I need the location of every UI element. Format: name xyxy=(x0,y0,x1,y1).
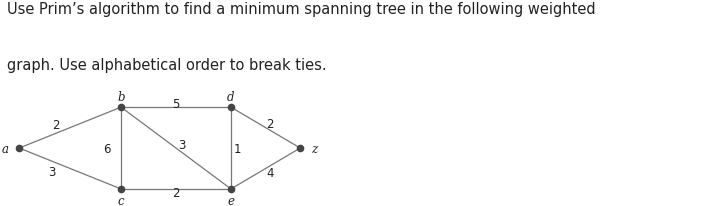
Text: 3: 3 xyxy=(48,165,55,178)
Text: z: z xyxy=(311,142,317,155)
Text: 2: 2 xyxy=(266,117,273,130)
Text: e: e xyxy=(227,194,234,206)
Text: c: c xyxy=(118,194,124,206)
Text: 5: 5 xyxy=(172,97,180,110)
Text: b: b xyxy=(117,90,125,103)
Text: graph. Use alphabetical order to break ties.: graph. Use alphabetical order to break t… xyxy=(7,58,326,73)
Text: d: d xyxy=(227,90,234,103)
Text: a: a xyxy=(1,142,8,155)
Text: 2: 2 xyxy=(172,186,180,199)
Text: 3: 3 xyxy=(178,139,186,152)
Text: 1: 1 xyxy=(233,142,241,155)
Text: Use Prim’s algorithm to find a minimum spanning tree in the following weighted: Use Prim’s algorithm to find a minimum s… xyxy=(7,2,595,17)
Text: 2: 2 xyxy=(52,118,60,131)
Text: 6: 6 xyxy=(103,142,110,155)
Text: 4: 4 xyxy=(266,166,273,179)
